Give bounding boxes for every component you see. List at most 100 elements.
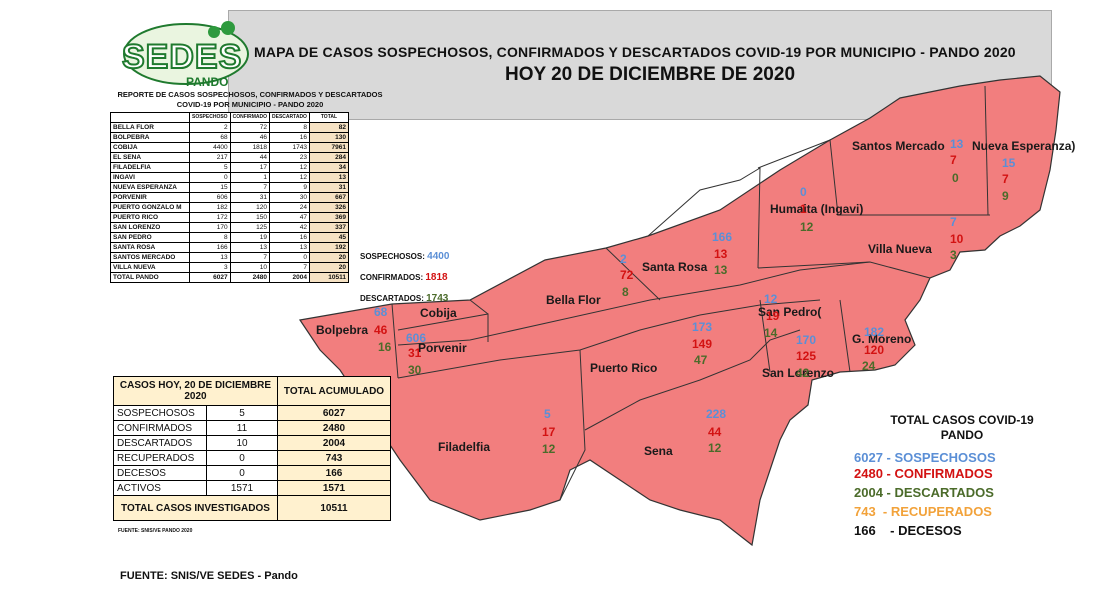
value-san-lorenzo-c: 125 bbox=[796, 349, 816, 363]
value-villa-nueva-d: 3 bbox=[950, 248, 957, 262]
label-bella-flor: Bella Flor bbox=[546, 293, 601, 307]
table-row: PUERTO RICO 172 150 47 369 bbox=[110, 212, 349, 223]
table-row: SANTOS MERCADO 13 7 0 20 bbox=[110, 252, 349, 263]
table-row: BOLPEBRA 68 46 16 130 bbox=[110, 132, 349, 143]
municipal-borders bbox=[391, 85, 990, 501]
value-g-moreno-d: 24 bbox=[862, 359, 876, 373]
cases-header-row: CASOS HOY, 20 DE DICIEMBRE 2020 TOTAL AC… bbox=[113, 376, 391, 406]
table-row: SANTA ROSA 166 13 13 192 bbox=[110, 242, 349, 253]
value-filadelfia-d: 12 bbox=[542, 442, 556, 456]
cobija-summary: SOSPECHOSOS: 4400 CONFIRMADOS: 1818 DESC… bbox=[360, 251, 450, 304]
value-santos-mercado-c: 7 bbox=[950, 153, 957, 167]
value-bolpebra-d: 16 bbox=[378, 340, 392, 354]
table-row: PORVENIR 606 31 30 667 bbox=[110, 192, 349, 203]
label-g-moreno: G. Moreno bbox=[852, 332, 911, 346]
value-porvenir-s: 606 bbox=[406, 331, 426, 345]
cases-row: RECUPERADOS 0 743 bbox=[113, 450, 391, 466]
value-san-pedro-c: 19 bbox=[766, 309, 780, 323]
value-santa-rosa-s: 166 bbox=[712, 230, 732, 244]
map-title: MAPA DE CASOS SOSPECHOSOS, CONFIRMADOS Y… bbox=[254, 44, 1016, 60]
value-filadelfia-c: 17 bbox=[542, 425, 556, 439]
value-puerto-rico-c: 149 bbox=[692, 337, 712, 351]
map-date: HOY 20 DE DICIEMBRE DE 2020 bbox=[504, 64, 796, 85]
label-santa-rosa: Santa Rosa bbox=[642, 260, 708, 274]
value-filadelfia-s: 5 bbox=[544, 407, 551, 421]
table-total-row: TOTAL PANDO 6027 2480 2004 10511 bbox=[110, 272, 349, 283]
logo-sub: PANDO bbox=[186, 75, 229, 89]
value-sena-d: 12 bbox=[708, 441, 722, 455]
total-confirmados: 2480 - CONFIRMADOS bbox=[854, 466, 993, 481]
total-decesos: 166 - DECESOS bbox=[854, 523, 962, 538]
table-row: SAN PEDRO 8 19 16 45 bbox=[110, 232, 349, 243]
label-nueva-esperanza: Nueva Esperanza) bbox=[972, 139, 1075, 153]
table-row: FILADELFIA 5 17 12 34 bbox=[110, 162, 349, 173]
municipality-report-table: SOSPECHOSO CONFIRMADO DESCARTADO TOTAL B… bbox=[110, 112, 349, 283]
value-bolpebra-s: 68 bbox=[374, 305, 388, 319]
table-row: COBIJA 4400 1818 1743 7961 bbox=[110, 142, 349, 153]
table-row: INGAVI 0 1 12 13 bbox=[110, 172, 349, 183]
value-nueva-esperanza-c: 7 bbox=[1002, 172, 1009, 186]
report-heading: REPORTE DE CASOS SOSPECHOSOS, CONFIRMADO… bbox=[117, 90, 383, 109]
label-sena: Sena bbox=[644, 444, 673, 458]
table-row: SAN LORENZO 170 125 42 337 bbox=[110, 222, 349, 233]
value-bella-flor-d: 8 bbox=[622, 285, 629, 299]
cases-today-table: CASOS HOY, 20 DE DICIEMBRE 2020 TOTAL AC… bbox=[113, 376, 391, 521]
value-san-lorenzo-d: 42 bbox=[796, 366, 810, 380]
table-row: BELLA FLOR 2 72 8 82 bbox=[110, 122, 349, 133]
value-porvenir-d: 30 bbox=[408, 363, 422, 377]
value-san-lorenzo-s: 170 bbox=[796, 333, 816, 347]
cases-row: ACTIVOS 1571 1571 bbox=[113, 480, 391, 496]
cases-row: DECESOS 0 166 bbox=[113, 465, 391, 481]
value-santa-rosa-d: 13 bbox=[714, 263, 728, 277]
department-outline bbox=[298, 75, 1061, 547]
value-bolpebra-c: 46 bbox=[374, 323, 388, 337]
value-sena-s: 228 bbox=[706, 407, 726, 421]
label-villa-nueva: Villa Nueva bbox=[868, 242, 932, 256]
value-san-pedro-d: 14 bbox=[764, 326, 778, 340]
value-santos-mercado-s: 13 bbox=[950, 137, 964, 151]
value-nueva-esperanza-d: 9 bbox=[1002, 189, 1009, 203]
value-porvenir-c: 31 bbox=[408, 346, 422, 360]
value-villa-nueva-s: 7 bbox=[950, 215, 957, 229]
value-bella-flor-c: 72 bbox=[620, 268, 634, 282]
label-puerto-rico: Puerto Rico bbox=[590, 361, 657, 375]
value-villa-nueva-c: 10 bbox=[950, 232, 964, 246]
value-humaita-s: 0 bbox=[800, 185, 807, 199]
label-santos-mercado: Santos Mercado bbox=[852, 139, 945, 153]
source-note: FUENTE: SNIS/VE SEDES - Pando bbox=[120, 570, 298, 582]
label-porvenir: Porvenir bbox=[418, 341, 467, 355]
total-recuperados: 743 - RECUPERADOS bbox=[854, 504, 992, 519]
totals-title: TOTAL CASOS COVID-19 PANDO bbox=[890, 413, 1034, 442]
logo-name: SEDES bbox=[121, 37, 243, 77]
label-san-lorenzo: San Lorenzo bbox=[762, 366, 834, 380]
table-row: VILLA NUEVA 3 10 7 20 bbox=[110, 262, 349, 273]
label-bolpebra: Bolpebra bbox=[316, 323, 368, 337]
value-g-moreno-s: 182 bbox=[864, 325, 884, 339]
value-humaita-c: 1 bbox=[800, 202, 807, 216]
value-santa-rosa-c: 13 bbox=[714, 247, 728, 261]
value-bella-flor-s: 2 bbox=[620, 252, 627, 266]
cases-row: CONFIRMADOS 11 2480 bbox=[113, 420, 391, 436]
table-row: NUEVA ESPERANZA 15 7 9 31 bbox=[110, 182, 349, 193]
value-humaita-d: 12 bbox=[800, 220, 814, 234]
value-puerto-rico-d: 47 bbox=[694, 353, 708, 367]
value-santos-mercado-d: 0 bbox=[952, 171, 959, 185]
value-san-pedro-s: 12 bbox=[764, 292, 778, 306]
value-puerto-rico-s: 173 bbox=[692, 320, 712, 334]
table-row: EL SENA 217 44 23 284 bbox=[110, 152, 349, 163]
label-cobija: Cobija bbox=[420, 306, 457, 320]
cases-row: SOSPECHOSOS 5 6027 bbox=[113, 405, 391, 421]
cases-row: DESCARTADOS 10 2004 bbox=[113, 435, 391, 451]
cases-total-row: TOTAL CASOS INVESTIGADOS 10511 bbox=[113, 495, 391, 521]
table-row: PUERTO GONZALO M 182 120 24 326 bbox=[110, 202, 349, 213]
label-filadelfia: Filadelfia bbox=[438, 440, 490, 454]
sedes-logo bbox=[123, 21, 249, 85]
cases-note: FUENTE: SNIS/VE PANDO 2020 bbox=[118, 528, 193, 534]
total-sospechosos: 6027 - SOSPECHOSOS bbox=[854, 450, 996, 465]
total-descartados: 2004 - DESCARTADOS bbox=[854, 485, 994, 500]
label-san-pedro: San Pedro( bbox=[758, 305, 821, 319]
value-nueva-esperanza-s: 15 bbox=[1002, 156, 1016, 170]
value-sena-c: 44 bbox=[708, 425, 722, 439]
label-humaita: Humaita (Ingavi) bbox=[770, 202, 863, 216]
